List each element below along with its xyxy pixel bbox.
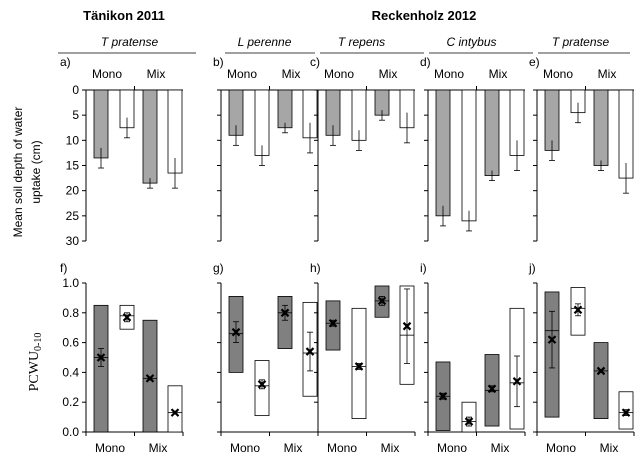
group-label-mix: Mix — [381, 441, 400, 455]
group-label-mono: Mono — [437, 441, 467, 455]
y-tick-label: 15 — [66, 159, 80, 173]
box — [593, 342, 609, 419]
header-reckenholz: Reckenholz 2012 — [372, 8, 477, 23]
group-label-mono: Mono — [546, 441, 576, 455]
group-label-mix: Mix — [284, 441, 303, 455]
panels: T pratense a) Mono Mix 0 5 10 15 20 25 30 L perenne… — [58, 35, 635, 455]
y-tick-label: 0.2 — [62, 395, 79, 409]
y-tick-label: 10 — [66, 133, 80, 147]
group-label-mix: Mix — [149, 441, 168, 455]
y-tick-label: 0.0 — [62, 425, 79, 439]
panel-f: f) 0.0 0.2 0.4 0.6 0.8 1.0 Mono Mix — [60, 261, 184, 455]
bar — [93, 89, 109, 159]
y-tick-label: 0.4 — [62, 365, 79, 379]
mean-marker — [438, 391, 448, 401]
mean-marker — [512, 377, 522, 386]
species-label: T repens — [338, 35, 385, 49]
mean-marker — [487, 384, 497, 394]
panel-letter: e) — [529, 55, 540, 69]
bar — [277, 89, 293, 129]
mean-marker — [305, 347, 315, 356]
group-label-mix: Mix — [600, 441, 619, 455]
group-label-mix: Mix — [379, 67, 398, 81]
group-label-mix: Mix — [598, 67, 617, 81]
y-tick-label: 0 — [72, 83, 79, 97]
mean-marker — [402, 321, 412, 331]
panel-j: j) Mono Mix — [528, 261, 635, 455]
mean-marker — [354, 362, 364, 371]
box — [93, 304, 109, 433]
panel-i: i) Mono Mix — [420, 261, 526, 455]
mean-marker — [231, 327, 241, 337]
box — [167, 385, 183, 433]
group-label-mono: Mono — [230, 441, 260, 455]
group-label-mono: Mono — [327, 441, 357, 455]
species-label: C intybus — [446, 35, 496, 49]
mean-marker — [328, 318, 338, 328]
mean-marker — [377, 296, 387, 306]
y-tick-label: 0.6 — [62, 336, 79, 350]
panel-b: L perenne b)Mono Mix — [213, 35, 318, 242]
mean-marker — [573, 305, 583, 315]
mean-marker — [122, 312, 132, 322]
bar — [484, 89, 500, 176]
group-label-mix: Mix — [491, 441, 510, 455]
box — [142, 319, 158, 433]
mean-marker — [464, 417, 474, 426]
species-label: T pratense — [101, 35, 159, 49]
group-label-mix: Mix — [489, 67, 508, 81]
group-label-mono: Mono — [95, 441, 125, 455]
panel-letter: i) — [420, 261, 427, 275]
mean-marker — [547, 335, 557, 344]
panel-letter: f) — [60, 261, 67, 275]
group-label-mono: Mono — [434, 67, 464, 81]
mean-marker — [145, 374, 155, 383]
header-tanikon: Tänikon 2011 — [83, 8, 165, 23]
y-label-top-line2: uptake (cm) — [29, 140, 43, 203]
panel-letter: a) — [60, 55, 71, 69]
species-label: T pratense — [552, 35, 610, 49]
bar — [461, 89, 477, 222]
panel-letter: j) — [528, 261, 536, 275]
bar — [142, 89, 158, 184]
group-label-mix: Mix — [282, 67, 301, 81]
panel-c: T repens c) Mono Mix — [310, 35, 415, 242]
panel-h: h) Mono Mix — [310, 261, 416, 455]
panel-g: g) Mono Mix — [213, 261, 319, 455]
y-tick-label: 0.8 — [62, 306, 79, 320]
bar — [593, 89, 609, 166]
panel-letter: c) — [310, 55, 320, 69]
panel-letter: g) — [213, 261, 224, 275]
group-label-mono: Mono — [227, 67, 257, 81]
y-tick-label: 30 — [66, 234, 80, 248]
panel-e: T pratense e)Mono Mix — [529, 35, 634, 242]
y-label-bottom: PCWU0-10 — [27, 333, 44, 392]
y-tick-label: 1.0 — [62, 276, 79, 290]
y-tick-label: 5 — [72, 108, 79, 122]
box — [277, 296, 293, 349]
panel-letter: d) — [420, 55, 431, 69]
mean-marker — [621, 408, 631, 417]
y-label-top-line1: Mean soil depth of water — [11, 107, 25, 238]
group-label-mix: Mix — [147, 67, 166, 81]
mean-marker — [257, 380, 267, 389]
panel-d: C intybus d)Mono Mix — [420, 35, 525, 242]
species-label: L perenne — [238, 35, 292, 49]
group-label-mono: Mono — [543, 67, 573, 81]
panel-letter: h) — [310, 261, 321, 275]
mean-marker — [596, 366, 606, 376]
panel-letter: b) — [213, 55, 224, 69]
bar — [435, 89, 451, 217]
y-tick-label: 20 — [66, 184, 80, 198]
svg-text:PCWU0-10: PCWU0-10 — [27, 333, 44, 392]
group-label-mono: Mono — [324, 67, 354, 81]
mean-marker — [96, 353, 106, 362]
mean-marker — [170, 408, 180, 417]
y-tick-label: 25 — [66, 209, 80, 223]
panel-a: T pratense a) Mono Mix 0 5 10 15 20 25 30 — [60, 35, 183, 248]
group-label-mono: Mono — [92, 67, 122, 81]
mean-marker — [280, 308, 290, 318]
